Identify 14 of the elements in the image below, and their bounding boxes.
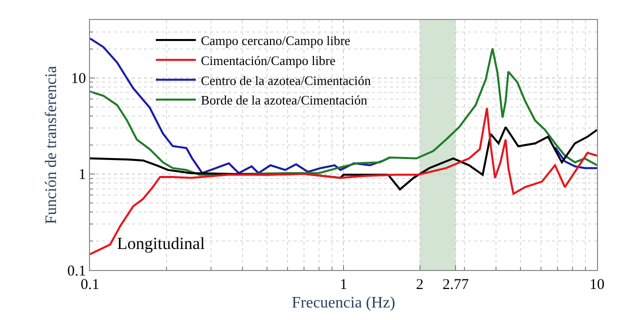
x-tick-label: 2 <box>416 277 424 293</box>
x-tick-label: 1 <box>340 277 348 293</box>
x-axis-title: Frecuencia (Hz) <box>292 294 396 312</box>
legend-label: Cimentación/Campo libre <box>200 52 336 68</box>
y-axis-title: Función de transferencia <box>43 66 60 224</box>
y-tick-label: 1 <box>78 167 86 184</box>
annotation: Longitudinal <box>117 234 206 253</box>
x-tick-label: 2.77 <box>442 277 470 293</box>
legend-label: Centro de la azotea/Cimentación <box>200 72 372 88</box>
legend-label: Campo cercano/Campo libre <box>200 33 351 48</box>
x-tick-label: 10 <box>590 277 604 293</box>
y-tick-label: 10 <box>71 71 86 88</box>
legend-label: Borde de la azotea/Cimentación <box>200 92 368 108</box>
y-tick-label: 0.1 <box>67 263 86 280</box>
